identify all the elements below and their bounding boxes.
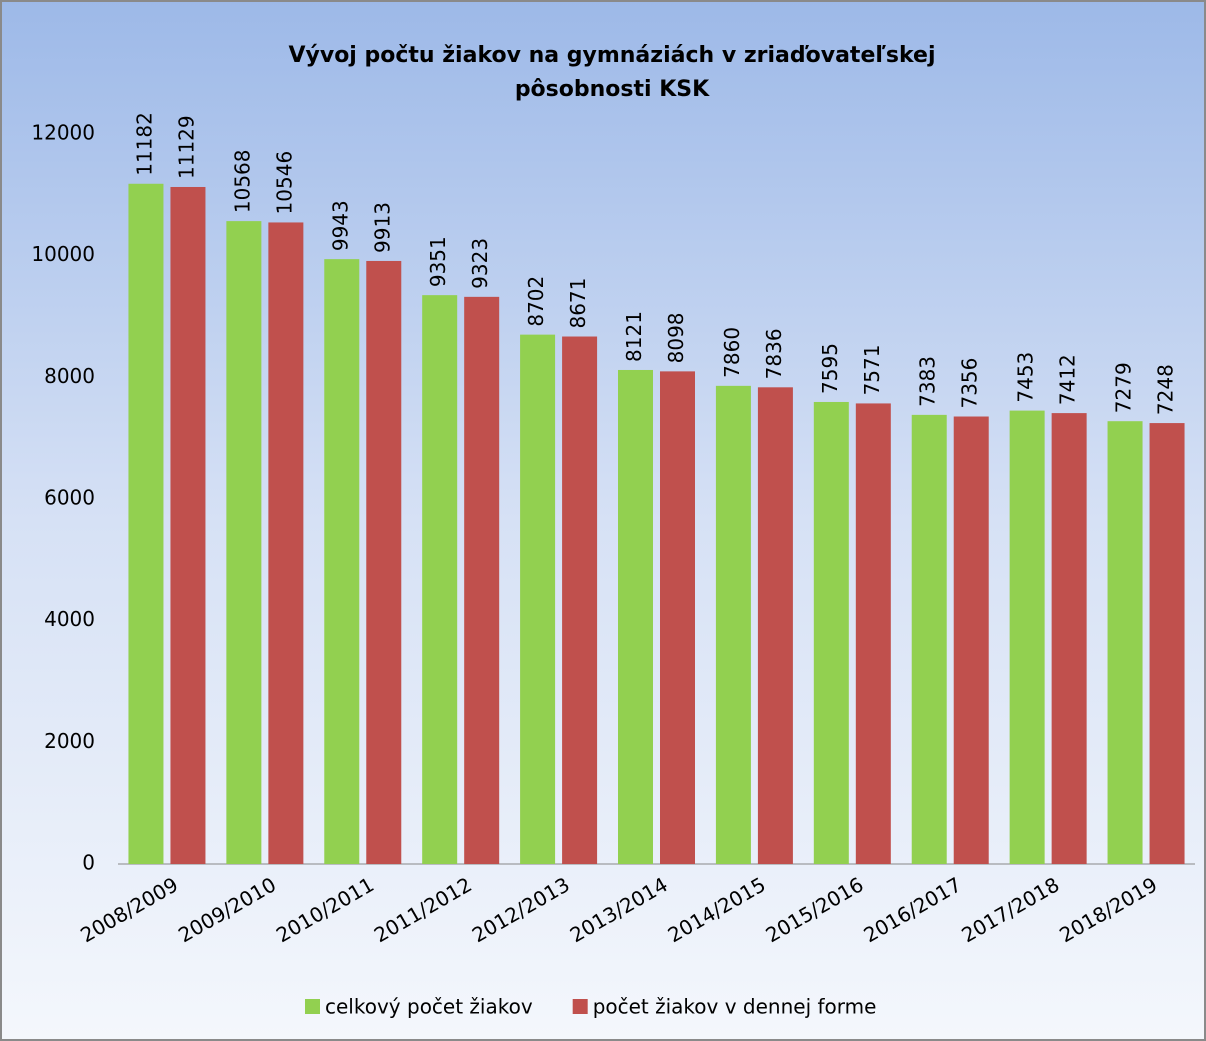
y-tick-label: 12000 <box>31 121 95 145</box>
y-tick-label: 10000 <box>31 242 95 266</box>
bar <box>128 183 164 865</box>
data-label: 10546 <box>272 151 296 215</box>
bar <box>715 385 751 864</box>
data-label: 8671 <box>566 278 590 329</box>
data-label: 9323 <box>468 238 492 289</box>
bar <box>911 414 947 864</box>
data-label: 7453 <box>1014 352 1038 403</box>
bar <box>520 334 556 865</box>
bar <box>1107 421 1143 864</box>
bar <box>618 369 653 864</box>
data-label: 7595 <box>818 343 842 394</box>
data-label: 9913 <box>370 202 394 253</box>
bar <box>813 401 849 864</box>
y-tick-label: 4000 <box>44 607 95 631</box>
y-tick-label: 2000 <box>44 729 95 753</box>
data-label: 8702 <box>524 276 548 327</box>
data-label: 7860 <box>720 327 744 378</box>
data-label: 7412 <box>1056 354 1080 405</box>
bar <box>1009 410 1045 864</box>
bar <box>855 403 891 864</box>
data-label: 8098 <box>664 312 688 363</box>
y-tick-label: 0 <box>82 851 95 875</box>
data-label: 11182 <box>132 112 156 176</box>
bar <box>170 186 206 864</box>
bar <box>324 259 360 864</box>
data-label: 9943 <box>328 200 352 251</box>
data-label: 7248 <box>1154 364 1178 415</box>
legend-label: počet žiakov v dennej forme <box>593 995 877 1019</box>
bar <box>422 295 458 865</box>
bar <box>660 371 695 864</box>
bar <box>757 387 793 864</box>
data-label: 9351 <box>426 236 450 287</box>
data-label: 8121 <box>622 311 646 362</box>
bar <box>562 336 598 864</box>
y-tick-label: 8000 <box>44 364 95 388</box>
legend-label: celkový počet žiakov <box>325 995 533 1019</box>
data-label: 11129 <box>174 115 198 179</box>
data-label: 10568 <box>230 149 254 213</box>
data-label: 7836 <box>762 328 786 379</box>
y-tick-label: 6000 <box>44 486 95 510</box>
bar <box>366 260 402 864</box>
legend-swatch <box>305 999 320 1014</box>
bar <box>1051 413 1087 864</box>
chart-title: Vývoj počtu žiakov na gymnáziách v zriaď… <box>288 43 935 68</box>
bar <box>226 221 262 864</box>
data-label: 7279 <box>1112 362 1136 413</box>
bar <box>464 296 500 864</box>
legend-swatch <box>572 999 588 1014</box>
data-label: 7571 <box>860 345 884 396</box>
bar <box>268 222 304 864</box>
chart-title: pôsobnosti KSK <box>515 77 710 102</box>
data-label: 7383 <box>916 356 940 407</box>
bar <box>953 416 989 864</box>
data-label: 7356 <box>958 358 982 409</box>
bar <box>1149 423 1185 864</box>
